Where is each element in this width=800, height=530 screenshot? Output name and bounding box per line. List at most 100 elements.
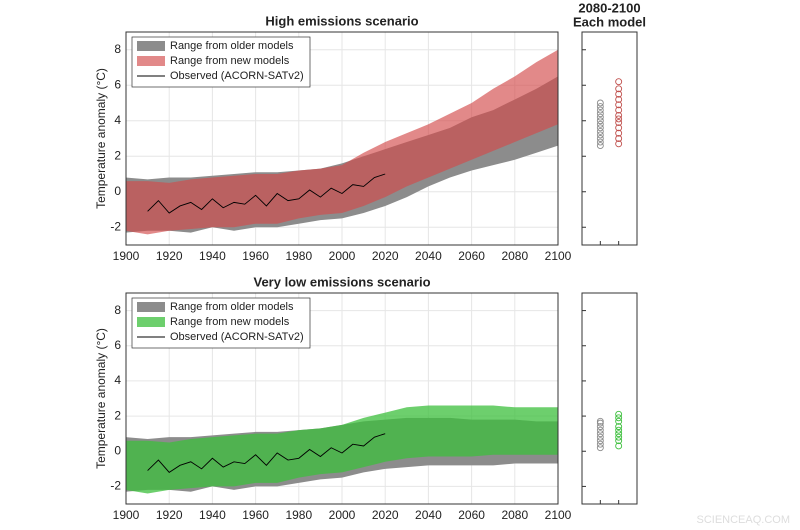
y-tick-label: -2: [110, 479, 121, 493]
x-tick-label: 2040: [415, 249, 442, 263]
model-point: [596, 142, 604, 150]
x-tick-label: 2100: [545, 508, 572, 522]
x-tick-label: 2000: [329, 249, 356, 263]
x-tick-label: 2040: [415, 508, 442, 522]
model-point: [615, 106, 623, 114]
model-point: [596, 106, 604, 114]
y-axis-label: Temperature anomaly (°C): [94, 68, 108, 209]
model-point: [615, 417, 623, 425]
model-point: [615, 433, 623, 441]
model-point: [596, 113, 604, 121]
model-point: [596, 117, 604, 125]
observed-line: [147, 173, 386, 214]
model-point: [615, 78, 623, 86]
model-point: [596, 120, 604, 128]
plot-content: [126, 49, 558, 235]
range-band: [126, 405, 558, 494]
legend-label: Observed (ACORN-SATv2): [170, 331, 304, 343]
x-tick-label: 1920: [156, 508, 183, 522]
y-axis-label: Temperature anomaly (°C): [94, 328, 108, 469]
x-tick-label: 1980: [285, 508, 312, 522]
plot-content: [126, 405, 558, 494]
model-point: [615, 119, 623, 126]
y-tick-label: 6: [114, 338, 121, 352]
model-point: [596, 131, 604, 139]
legend-label: Range from new models: [170, 55, 290, 67]
watermark: SCIENCEAQ.COM: [696, 514, 790, 526]
legend-label: Range from older models: [170, 40, 294, 52]
model-point: [615, 111, 623, 119]
plot-area: [581, 292, 638, 505]
chart-title: Very low emissions scenario: [253, 274, 430, 289]
model-point: [596, 423, 604, 431]
model-point: [596, 110, 604, 118]
model-point: [596, 444, 604, 452]
y-tick-label: 8: [114, 303, 121, 317]
y-tick-label: 4: [114, 113, 121, 127]
model-point: [615, 426, 623, 434]
model-point: [615, 129, 623, 137]
x-tick-label: 2060: [458, 508, 485, 522]
model-point: [596, 417, 604, 425]
model-point: [596, 440, 604, 448]
legend-swatch: [137, 317, 165, 327]
model-point: [615, 437, 623, 445]
model-point: [615, 423, 623, 431]
model-point: [615, 140, 623, 148]
model-point: [596, 138, 604, 146]
model-point: [615, 124, 623, 132]
chart-title: High emissions scenario: [265, 13, 418, 28]
x-tick-label: 2100: [545, 249, 572, 263]
y-tick-label: -2: [110, 219, 121, 233]
range-band: [126, 49, 558, 235]
x-tick-label: 2080: [501, 508, 528, 522]
plot-frame: [125, 292, 559, 505]
y-tick-label: 6: [114, 77, 121, 91]
model-point: [615, 135, 623, 142]
x-tick-label: 1960: [242, 508, 269, 522]
x-tick-label: 1900: [113, 508, 140, 522]
model-point: [615, 410, 623, 418]
model-point: [596, 433, 604, 441]
x-tick-label: 1940: [199, 508, 226, 522]
model-point: [615, 85, 623, 93]
x-tick-label: 2080: [501, 249, 528, 263]
legend-swatch: [137, 56, 165, 66]
legend-label: Observed (ACORN-SATv2): [170, 70, 304, 82]
model-point: [596, 426, 604, 434]
plot-frame: [125, 31, 559, 246]
model-point: [615, 442, 623, 450]
x-tick-label: 1900: [113, 249, 140, 263]
y-tick-label: 8: [114, 42, 121, 56]
x-tick-label: 1940: [199, 249, 226, 263]
y-tick-label: 2: [114, 408, 121, 422]
model-point: [596, 124, 604, 132]
x-tick-label: 1960: [242, 249, 269, 263]
model-point: [615, 430, 623, 438]
model-point: [596, 127, 604, 135]
legend-swatch: [137, 41, 165, 51]
model-point: [596, 430, 604, 438]
model-point: [596, 135, 604, 142]
y-tick-label: 4: [114, 373, 121, 387]
x-tick-label: 2020: [372, 508, 399, 522]
model-point: [596, 103, 604, 111]
side-title: 2080-2100: [578, 0, 640, 15]
model-point: [615, 101, 623, 109]
legend-label: Range from new models: [170, 316, 290, 328]
x-tick-label: 2060: [458, 249, 485, 263]
model-point: [615, 115, 623, 123]
model-point: [615, 90, 623, 98]
model-point: [615, 95, 623, 103]
y-tick-label: 0: [114, 443, 121, 457]
x-tick-label: 2020: [372, 249, 399, 263]
model-point: [596, 419, 604, 427]
x-tick-label: 1920: [156, 249, 183, 263]
legend-swatch: [137, 302, 165, 312]
legend-label: Range from older models: [170, 301, 294, 313]
observed-line: [147, 433, 386, 473]
plot-area: [581, 31, 638, 246]
y-tick-label: 2: [114, 148, 121, 162]
